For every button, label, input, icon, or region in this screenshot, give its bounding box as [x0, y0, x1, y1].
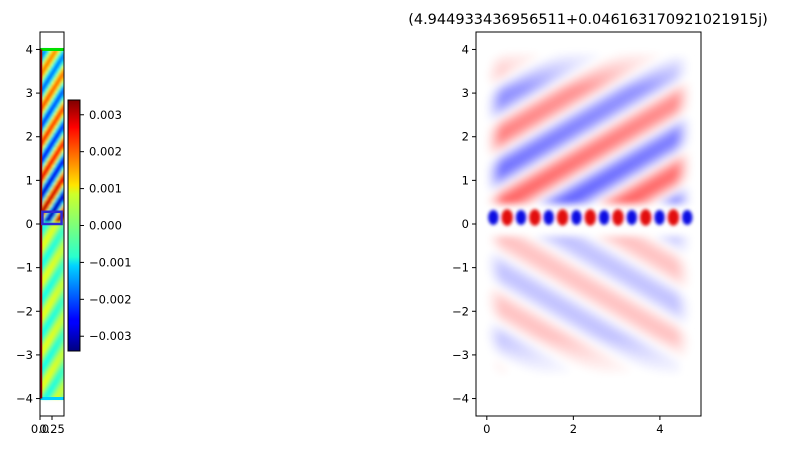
waveguide-peak [639, 209, 652, 226]
right-field-image [486, 52, 693, 375]
left-x-axis: 0.00.25 [31, 416, 65, 436]
left-xtick-label: 0.0 [31, 422, 49, 436]
right-field-plot: (4.944933436956511+0.046163170921021915j… [408, 12, 768, 436]
left-y-axis: −4 −3 −2 −1 0 1 2 3 4 [16, 42, 40, 406]
colorbar-tick-label: 0.000 [89, 219, 122, 233]
right-ytick-label: 4 [462, 42, 469, 56]
right-x-axis: 0 2 4 [483, 416, 664, 436]
waveguide-peak [543, 209, 554, 225]
colorbar-tick-label: 0.001 [89, 182, 122, 196]
waveguide-peak [529, 209, 541, 226]
left-field-plot: −4 −3 −2 −1 0 1 2 3 4 0.00.25 [16, 31, 65, 436]
left-ytick-label: −2 [16, 304, 33, 318]
waveguide-peak [515, 209, 527, 225]
colorbar-tick-label: 0.003 [89, 108, 122, 122]
right-ytick-label: −1 [452, 261, 469, 275]
right-ytick-label: 3 [462, 86, 469, 100]
left-ytick-label: 3 [26, 86, 33, 100]
colorbar-tick-label: −0.001 [89, 255, 132, 269]
left-ytick-label: −3 [16, 348, 33, 362]
colorbar-tick-label: 0.002 [89, 145, 122, 159]
right-plot-title: (4.944933436956511+0.046163170921021915j… [408, 12, 768, 28]
waveguide-peak [626, 209, 638, 225]
right-xtick-label: 2 [570, 422, 577, 436]
left-ytick-label: 0 [26, 217, 33, 231]
right-ytick-label: −3 [452, 348, 469, 362]
waveguide-peak [488, 209, 499, 225]
right-ytick-label: 0 [462, 217, 469, 231]
waveguide-mode-row [488, 209, 693, 226]
left-ytick-label: −4 [16, 392, 33, 406]
waveguide-peak [584, 209, 596, 226]
left-xtick-label: 0.25 [39, 422, 65, 436]
waveguide-peak [598, 209, 610, 225]
colorbar-tick-label: −0.003 [89, 329, 132, 343]
left-monitor-rectangle [41, 210, 63, 226]
left-ytick-label: −1 [16, 261, 33, 275]
waveguide-peak [556, 209, 569, 226]
right-ytick-label: 1 [462, 173, 469, 187]
left-overlays [39, 47, 64, 401]
waveguide-peak [667, 209, 680, 226]
right-xtick-label: 0 [483, 422, 490, 436]
right-ytick-label: −4 [452, 392, 469, 406]
waveguide-peak [682, 209, 693, 225]
colorbar: 0.003 0.002 0.001 0.000 −0.001 −0.002 −0.003 [67, 99, 132, 352]
left-ytick-label: 2 [26, 130, 33, 144]
colorbar-gradient [68, 100, 80, 351]
waveguide-peak [501, 209, 513, 226]
colorbar-tick-label: −0.002 [89, 292, 132, 306]
right-y-axis: −4 −3 −2 −1 0 1 2 3 4 [452, 42, 476, 406]
waveguide-peak [654, 209, 665, 225]
left-ytick-label: 1 [26, 173, 33, 187]
waveguide-peak [612, 209, 624, 226]
right-xtick-label: 4 [656, 422, 663, 436]
right-ytick-label: −2 [452, 304, 469, 318]
colorbar-ticks: 0.003 0.002 0.001 0.000 −0.001 −0.002 −0.003 [80, 108, 132, 343]
right-ytick-label: 2 [462, 130, 469, 144]
left-ytick-label: 4 [26, 42, 33, 56]
waveguide-peak [571, 209, 582, 225]
